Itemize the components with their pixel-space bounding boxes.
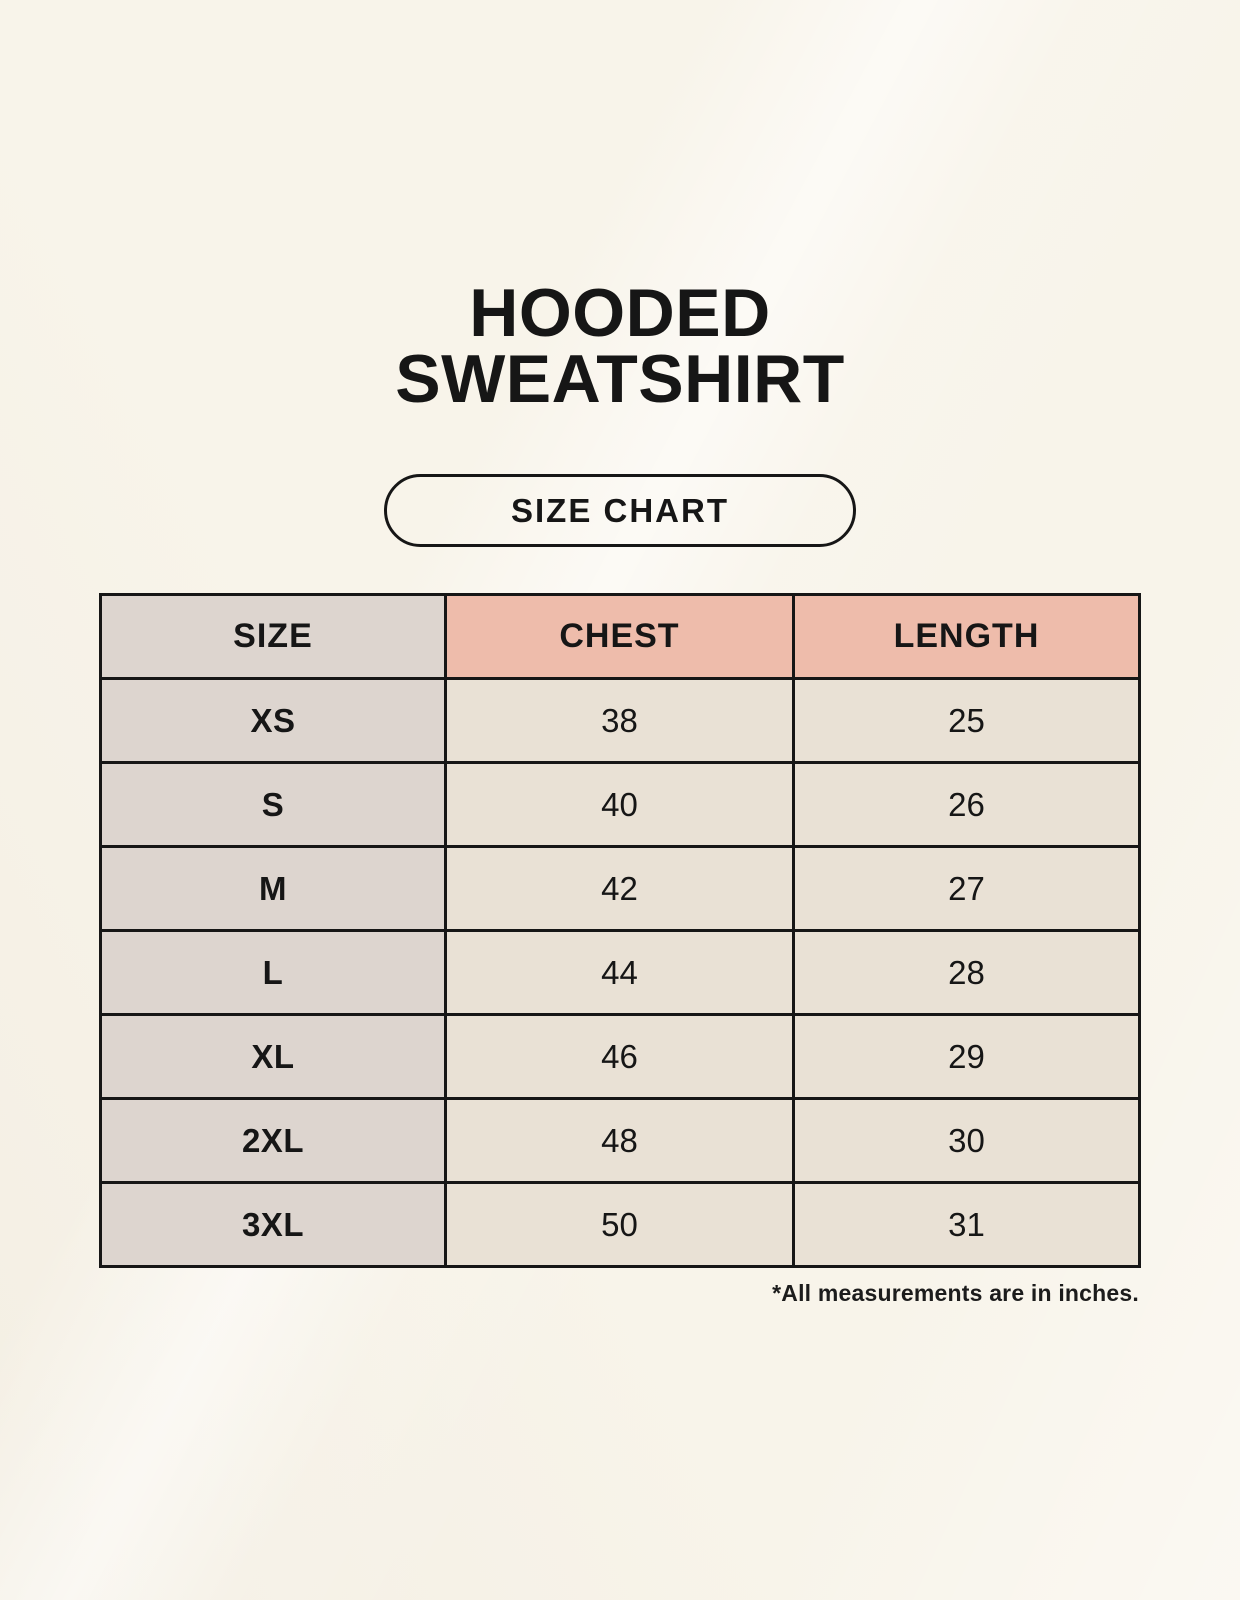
length-value: 27 — [792, 845, 1141, 932]
chest-value: 44 — [443, 929, 796, 1016]
size-label: XS — [99, 677, 447, 764]
size-label: 3XL — [99, 1181, 447, 1268]
table-row-s: S 40 26 — [99, 761, 1141, 848]
length-value: 30 — [792, 1097, 1141, 1184]
table-header-row: SIZE CHEST LENGTH — [99, 593, 1141, 680]
column-header-chest: CHEST — [443, 593, 796, 680]
size-chart-badge[interactable]: SIZE CHART — [384, 474, 856, 547]
page-title-line-2: SWEATSHIRT — [395, 341, 845, 417]
page-title-line-1: HOODED — [469, 275, 771, 351]
table-row-l: L 44 28 — [99, 929, 1141, 1016]
size-chart-badge-label: SIZE CHART — [511, 491, 729, 529]
size-label: 2XL — [99, 1097, 447, 1184]
length-value: 31 — [792, 1181, 1141, 1268]
length-value: 29 — [792, 1013, 1141, 1100]
page-title: HOODED SWEATSHIRT — [99, 275, 1141, 417]
chest-value: 50 — [443, 1181, 796, 1268]
chest-value: 42 — [443, 845, 796, 932]
size-label: L — [99, 929, 447, 1016]
size-label: M — [99, 845, 447, 932]
chest-value: 46 — [443, 1013, 796, 1100]
table-row-xs: XS 38 25 — [99, 677, 1141, 764]
chest-value: 40 — [443, 761, 796, 848]
chest-value: 38 — [443, 677, 796, 764]
size-chart-table: SIZE CHEST LENGTH XS 38 25 S 40 26 M 42 … — [99, 593, 1141, 1268]
chest-value: 48 — [443, 1097, 796, 1184]
length-value: 25 — [792, 677, 1141, 764]
table-row-m: M 42 27 — [99, 845, 1141, 932]
measurements-note: *All measurements are in inches. — [772, 1280, 1139, 1306]
size-label: S — [99, 761, 447, 848]
size-chart-page: HOODED SWEATSHIRT SIZE CHART SIZE CHEST … — [99, 0, 1141, 1307]
length-value: 28 — [792, 929, 1141, 1016]
size-label: XL — [99, 1013, 447, 1100]
column-header-size: SIZE — [99, 593, 447, 680]
table-row-3xl: 3XL 50 31 — [99, 1181, 1141, 1268]
table-row-xl: XL 46 29 — [99, 1013, 1141, 1100]
column-header-length: LENGTH — [792, 593, 1141, 680]
length-value: 26 — [792, 761, 1141, 848]
table-row-2xl: 2XL 48 30 — [99, 1097, 1141, 1184]
